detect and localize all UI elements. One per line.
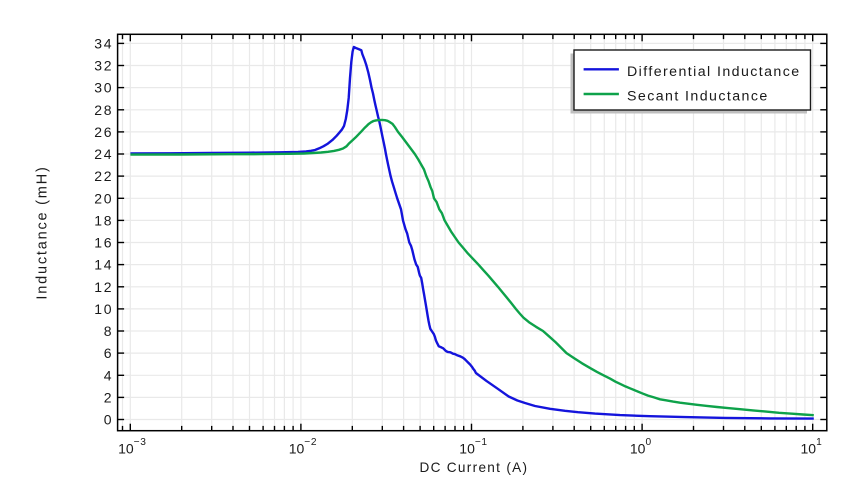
svg-text:18: 18 xyxy=(94,212,113,228)
svg-text:4: 4 xyxy=(104,367,114,383)
svg-text:22: 22 xyxy=(94,168,113,184)
svg-text:Secant Inductance: Secant Inductance xyxy=(627,89,769,105)
svg-text:28: 28 xyxy=(94,102,113,118)
svg-text:16: 16 xyxy=(94,235,113,251)
svg-text:12: 12 xyxy=(94,279,113,295)
svg-text:20: 20 xyxy=(94,190,113,206)
svg-text:0: 0 xyxy=(104,412,114,428)
svg-text:26: 26 xyxy=(94,124,113,140)
svg-text:30: 30 xyxy=(94,80,113,96)
svg-text:10: 10 xyxy=(94,301,113,317)
svg-text:6: 6 xyxy=(104,345,114,361)
svg-text:DC Current (A): DC Current (A) xyxy=(420,460,529,475)
svg-text:2: 2 xyxy=(104,389,114,405)
svg-text:Differential Inductance: Differential Inductance xyxy=(627,64,801,80)
svg-text:32: 32 xyxy=(94,58,113,74)
svg-text:Inductance (mH): Inductance (mH) xyxy=(34,165,50,299)
svg-text:24: 24 xyxy=(94,146,113,162)
svg-text:8: 8 xyxy=(104,323,114,339)
svg-text:34: 34 xyxy=(94,35,113,51)
svg-text:14: 14 xyxy=(94,257,113,273)
